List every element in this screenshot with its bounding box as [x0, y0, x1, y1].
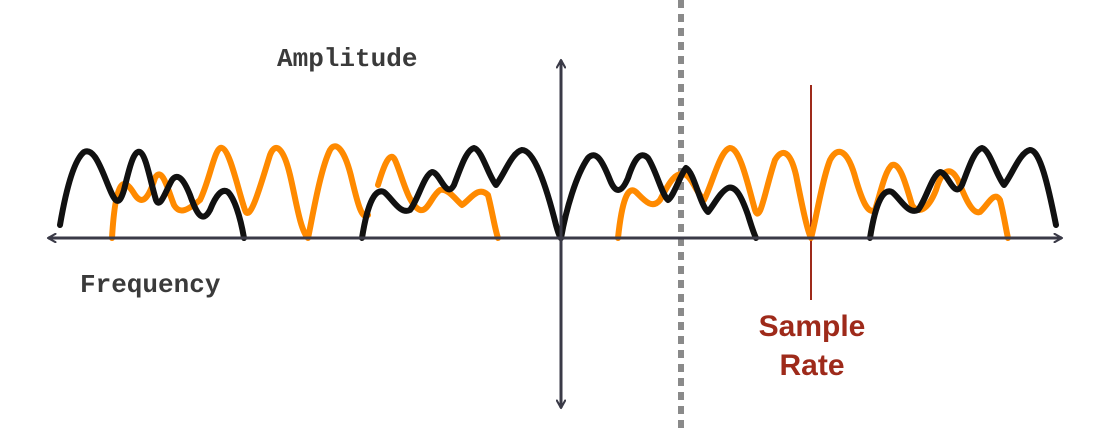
- black-spectrum-copy-1: [57, 148, 247, 241]
- orange-spectrum-copy-2: [375, 153, 501, 241]
- amplitude-label: Amplitude: [277, 44, 417, 74]
- orange-spectrum-copy-3: [615, 145, 1011, 241]
- orange-spectrum-copy-1: [109, 143, 371, 241]
- black-spectrum-copy-2: [359, 145, 564, 241]
- frequency-label: Frequency: [80, 270, 221, 300]
- black-spectrum-group: [57, 145, 1059, 241]
- black-spectrum-copy-3: [558, 152, 759, 241]
- sample-rate-label-line2: Rate: [779, 349, 844, 382]
- orange-spectrum-group: [109, 143, 1011, 241]
- sample-rate-label-line1: Sample: [759, 310, 866, 343]
- black-spectrum-copy-4: [867, 145, 1059, 241]
